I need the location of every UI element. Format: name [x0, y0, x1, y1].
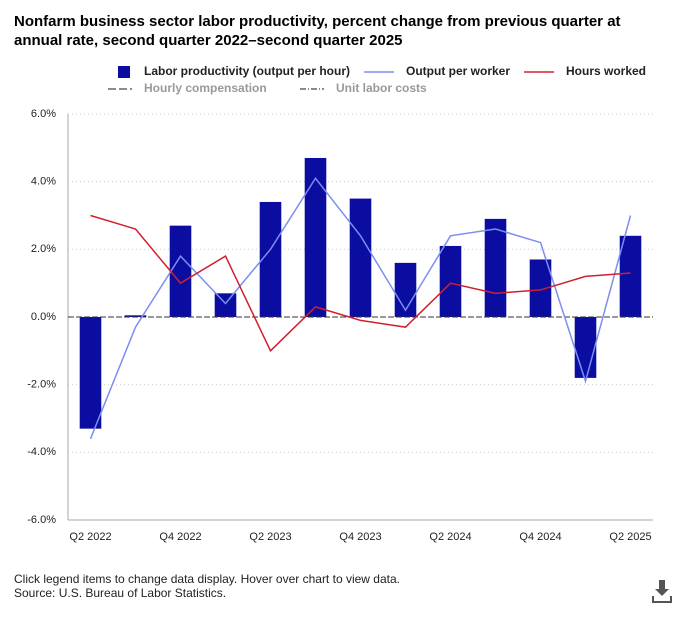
- footnotes: Click legend items to change data displa…: [14, 572, 400, 600]
- y-tick-label: -4.0%: [27, 446, 56, 458]
- chart-title: Nonfarm business sector labor productivi…: [14, 13, 621, 49]
- x-tick-label: Q2 2024: [429, 531, 471, 543]
- bar: [349, 198, 372, 317]
- x-tick-label: Q2 2025: [609, 531, 651, 543]
- legend-swatch: [118, 66, 130, 78]
- legend-label: Output per worker: [406, 64, 510, 78]
- bar: [439, 245, 462, 317]
- legend-item[interactable]: Output per worker: [364, 64, 510, 78]
- bar: [79, 317, 102, 429]
- bar: [394, 262, 417, 317]
- legend-item[interactable]: Hours worked: [524, 64, 646, 78]
- legend-label: Hours worked: [566, 64, 646, 78]
- x-tick-label: Q2 2022: [69, 531, 111, 543]
- line: [90, 214, 631, 353]
- bar: [259, 201, 282, 317]
- bar: [619, 235, 642, 317]
- bar: [124, 315, 147, 317]
- line: [89, 176, 632, 440]
- x-tick-label: Q2 2023: [249, 531, 291, 543]
- download-icon[interactable]: [652, 580, 672, 603]
- legend: Labor productivity (output per hour) Outp…: [108, 64, 646, 95]
- bar: [304, 157, 327, 317]
- legend-item[interactable]: Hourly compensation: [108, 81, 267, 95]
- y-tick-label: -2.0%: [27, 379, 56, 391]
- y-tick-label: 6.0%: [31, 108, 56, 120]
- legend-label: Hourly compensation: [144, 81, 267, 95]
- legend-item[interactable]: Labor productivity (output per hour): [118, 64, 350, 78]
- y-tick-label: 2.0%: [31, 243, 56, 255]
- y-tick-label: 4.0%: [31, 176, 56, 188]
- x-tick-label: Q4 2023: [339, 531, 381, 543]
- note: Source: U.S. Bureau of Labor Statistics.: [14, 586, 227, 600]
- y-tick-label: -6.0%: [27, 514, 56, 526]
- bar: [484, 218, 507, 317]
- bar: [574, 317, 597, 378]
- bar: [214, 293, 237, 317]
- legend-label: Unit labor costs: [336, 81, 427, 95]
- legend-label: Labor productivity (output per hour): [144, 64, 350, 78]
- legend-item[interactable]: Unit labor costs: [300, 81, 427, 95]
- y-tick-label: 0.0%: [31, 311, 56, 323]
- x-tick-label: Q4 2022: [159, 531, 201, 543]
- bar: [169, 225, 192, 317]
- x-tick-label: Q4 2024: [519, 531, 561, 543]
- note: Click legend items to change data displa…: [14, 572, 400, 586]
- bar: [529, 259, 552, 317]
